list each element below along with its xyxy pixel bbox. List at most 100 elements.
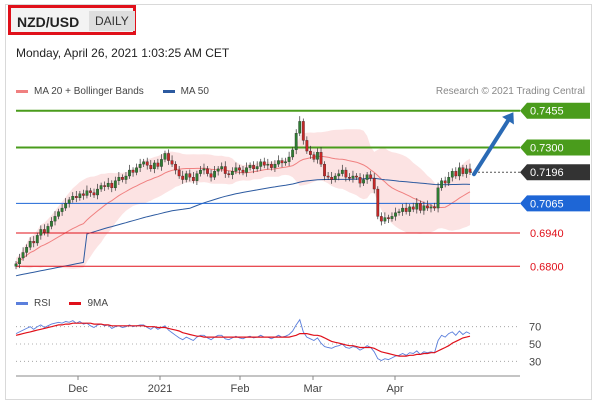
candle-body (46, 226, 50, 233)
candle-body (326, 175, 330, 178)
candle-body (184, 173, 188, 180)
candle-body (447, 177, 451, 184)
projection-arrow-head (502, 112, 514, 125)
rsi-series-9ma (15, 322, 471, 357)
candle-body (266, 163, 270, 166)
candle-body (358, 177, 362, 184)
candle-body (53, 216, 57, 222)
candle-body (202, 168, 206, 171)
candle-body (170, 160, 174, 165)
instrument-header: NZD/USD DAILY (8, 5, 136, 35)
candle-body (81, 193, 85, 196)
legend-swatch (69, 301, 82, 305)
candle-body (42, 229, 46, 233)
level-label: 0.6940 (530, 228, 564, 240)
candle-body (209, 173, 213, 178)
candle-body (238, 167, 241, 171)
candle-body (277, 160, 280, 165)
candle-body (443, 180, 447, 184)
candle-body (411, 206, 415, 210)
candle-body (387, 217, 390, 219)
candle-body (135, 167, 138, 173)
rsi-legend: RSI 9MA (16, 298, 124, 309)
candle-body (92, 192, 96, 196)
candle-body (14, 263, 18, 267)
candle-body (280, 160, 284, 164)
candle-body (145, 161, 149, 166)
candle-body (64, 203, 68, 209)
candle-body (241, 169, 245, 173)
candle-body (99, 185, 103, 190)
legend-label: RSI (34, 298, 51, 309)
candle-body (110, 182, 114, 189)
legend-swatch (16, 89, 28, 93)
candle-body (457, 167, 461, 177)
candle-body (308, 150, 312, 155)
legend-item-9ma: 9MA (69, 298, 108, 309)
rsi-tick-label: 50 (529, 339, 541, 351)
level-tag (520, 164, 590, 181)
candle-body (57, 211, 60, 217)
candle-body (408, 206, 412, 212)
candle-body (71, 196, 75, 200)
candle-body (245, 167, 248, 173)
candle-body (259, 161, 263, 167)
candle-body (177, 169, 181, 177)
candle-body (32, 241, 36, 244)
candle-body (60, 207, 64, 212)
candle-body (216, 168, 220, 172)
candle-body (39, 229, 43, 236)
candle-body (319, 152, 323, 165)
candle-body (390, 216, 394, 219)
candle-body (262, 161, 266, 166)
candle-body (454, 171, 458, 177)
candle-body (113, 180, 117, 189)
candle-body (284, 161, 287, 164)
candle-body (340, 169, 344, 174)
candle-body (468, 168, 472, 173)
candle-body (433, 206, 436, 209)
level-label: 0.6800 (530, 261, 564, 273)
candle-body (25, 247, 29, 253)
candle-body (160, 159, 163, 167)
legend-item-rsi: RSI (16, 298, 51, 309)
candle-body (223, 166, 227, 174)
candle-body (142, 161, 146, 165)
candle-body (96, 188, 99, 196)
candle-body (21, 252, 25, 259)
rsi-series-rsi (15, 318, 471, 362)
candle-body (121, 177, 124, 180)
price-legend: MA 20 + Bollinger Bands MA 50 (16, 86, 225, 97)
candle-body (461, 167, 465, 174)
candle-body (301, 121, 305, 141)
candle-body (230, 171, 234, 175)
level-tag (520, 102, 590, 119)
candle-body (294, 133, 298, 151)
candle-body (156, 162, 160, 167)
candle-body (422, 205, 426, 211)
candle-body (305, 140, 309, 152)
candle-body (394, 212, 397, 217)
candle-body (35, 235, 39, 244)
candle-body (128, 169, 131, 177)
rsi-tick-label: 30 (529, 356, 541, 368)
legend-swatch (16, 301, 28, 305)
x-tick-label: Apr (386, 383, 403, 395)
candle-body (50, 220, 53, 227)
rsi-tick-label: 70 (529, 322, 541, 334)
legend-item-ma50: MA 50 (162, 86, 209, 97)
candle-body (195, 173, 199, 181)
candle-body (89, 190, 92, 193)
candle-body (330, 177, 334, 180)
candle-body (191, 177, 195, 181)
chart-timestamp: Monday, April 26, 2021 1:03:25 AM CET (16, 46, 230, 60)
candle-body (213, 171, 217, 178)
legend-label: 9MA (87, 298, 109, 309)
candle-body (106, 182, 110, 187)
candle-body (397, 211, 401, 213)
candle-body (323, 163, 326, 177)
candle-body (273, 163, 277, 168)
candle-body (316, 152, 319, 160)
candle-body (333, 175, 337, 180)
timeframe-badge[interactable]: DAILY (89, 11, 135, 31)
